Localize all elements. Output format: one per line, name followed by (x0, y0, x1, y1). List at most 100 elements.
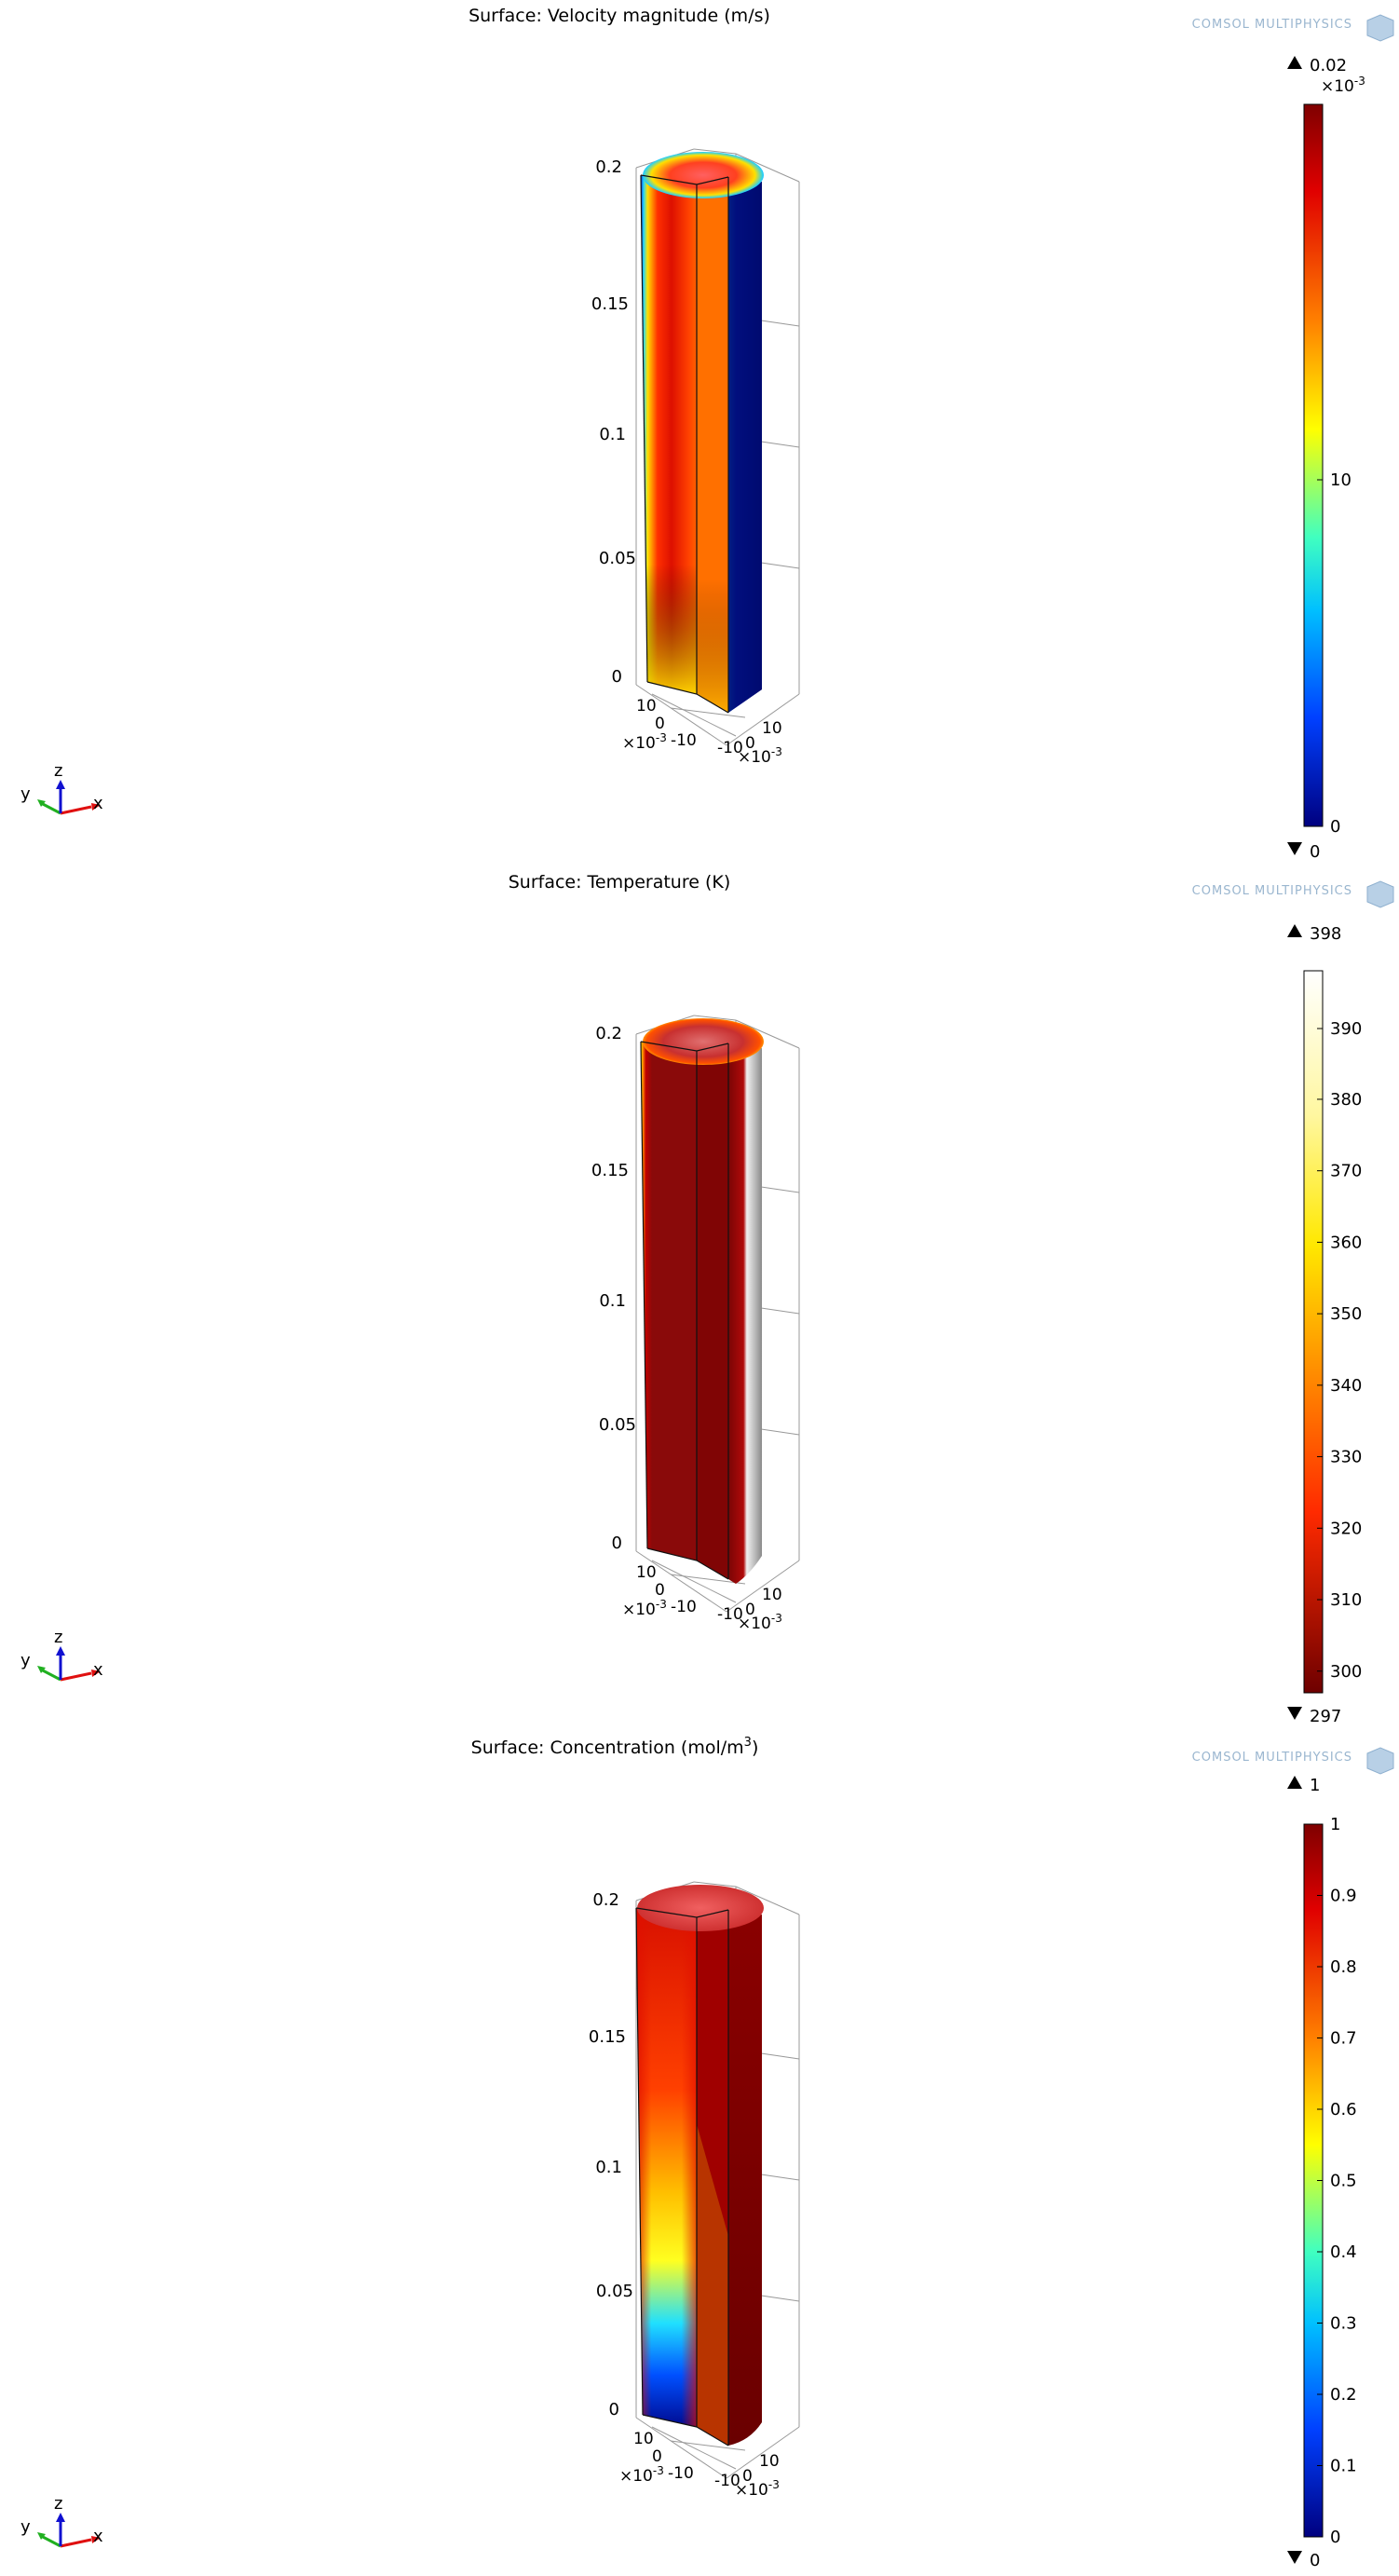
colorbar-multiplier: ×10-3 (1321, 75, 1365, 96)
axis-multiplier-right: ×10-3 (738, 745, 782, 767)
cube-icon (1366, 14, 1394, 42)
colorbar-tick-label: 0.5 (1330, 2172, 1357, 2191)
colorbar-min-label: 0 (1310, 842, 1320, 862)
z-tick-label: 0.15 (591, 1161, 629, 1180)
colorbar-ticks: 390 380 370 360 350 340 330 320 310 300 (1317, 1019, 1362, 1682)
z-tick-label: 0.2 (592, 1890, 619, 1910)
colorbar-tick-label: 0.4 (1330, 2242, 1357, 2262)
horizontal-axis-ticks: 10 0 -10 10 0 -10 ×10-3 ×10-3 (622, 1563, 782, 1633)
svg-text:COMSOL MULTIPHYSICS: COMSOL MULTIPHYSICS (1192, 1751, 1352, 1765)
cylinder-side-surface (728, 1043, 762, 1584)
axis-triad: z y x (20, 761, 103, 815)
temperature-panel: Surface: Temperature (K) (20, 872, 1394, 1726)
left-tick-label: 0 (655, 1581, 665, 1600)
right-tick-label: -10 (717, 739, 743, 757)
colorbar-tick-label: 0.8 (1330, 1957, 1357, 1977)
colorbar-tick-label: 390 (1330, 1019, 1362, 1039)
colorbar-min-marker (1287, 2551, 1302, 2564)
right-tick-label: 0 (742, 2467, 753, 2486)
z-axis-ticks: 0.2 0.15 0.1 0.05 0 (591, 157, 636, 687)
colorbar-min-marker (1287, 842, 1302, 855)
colorbar-min-marker (1287, 1707, 1302, 1720)
svg-text:COMSOL MULTIPHYSICS: COMSOL MULTIPHYSICS (1192, 884, 1352, 898)
colorbar-max-label: 0.02 (1310, 56, 1347, 75)
z-tick-label: 0.05 (596, 2282, 633, 2301)
colorbar-tick-label: 370 (1330, 1162, 1362, 1181)
colorbar-tick-label: 1 (1330, 1815, 1340, 1834)
colorbar-ticks: 1 0.9 0.8 0.7 0.6 0.5 0.4 0.3 0.2 0.1 0 (1317, 1815, 1357, 2547)
z-tick-label: 0.2 (595, 1024, 622, 1043)
colorbar-gradient (1303, 970, 1324, 1694)
triad-z-label: z (54, 1628, 62, 1647)
triad-y-label: y (20, 784, 31, 804)
concentration-panel: Surface: Concentration (mol/m3) (20, 1736, 1394, 2570)
axis-multiplier-left: ×10-3 (622, 731, 667, 753)
colorbar-tick-label: 0.1 (1330, 2457, 1357, 2476)
cylinder-side-surface (728, 1910, 762, 2446)
colorbar-max-label: 398 (1310, 924, 1341, 944)
panel-title: Surface: Temperature (K) (509, 872, 731, 893)
z-axis-ticks: 0.2 0.15 0.1 0.05 0 (591, 1024, 636, 1553)
triad-x-label: x (93, 2527, 103, 2546)
colorbar-tick-label: 310 (1330, 1590, 1362, 1610)
left-tick-label: 0 (655, 715, 665, 733)
left-tick-label: -10 (668, 2464, 694, 2483)
horizontal-axis-ticks: 10 0 -10 10 0 -10 ×10-3 ×10-3 (619, 2430, 780, 2500)
cylinder-top-surface (637, 1885, 764, 1931)
colorbar-tick-label: 0 (1330, 817, 1340, 837)
cube-icon (1366, 1747, 1394, 1775)
svg-text:COMSOL MULTIPHYSICS: COMSOL MULTIPHYSICS (1192, 18, 1352, 32)
colorbar-tick-label: 0.3 (1330, 2314, 1357, 2334)
right-tick-label: -10 (717, 1605, 743, 1624)
colorbar-tick-label: 0 (1330, 2528, 1340, 2547)
colorbar-tick-label: 300 (1330, 1662, 1362, 1682)
cylinder-top-surface (643, 1018, 764, 1065)
right-tick-label: 10 (759, 2452, 780, 2471)
panel-title: Surface: Concentration (mol/m3) (471, 1736, 759, 1758)
triad-z-label: z (54, 761, 62, 781)
left-tick-label: 10 (636, 1563, 657, 1582)
colorbar-tick-label: 350 (1330, 1304, 1362, 1324)
comsol-logo: COMSOL MULTIPHYSICS (1192, 1747, 1394, 1775)
cylinder-dark-side (728, 177, 762, 713)
colorbar-tick-label: 0.9 (1330, 1887, 1357, 1906)
right-tick-label: -10 (714, 2472, 740, 2490)
colorbar-tick-label: 340 (1330, 1376, 1362, 1396)
triad-x-label: x (93, 1660, 103, 1680)
left-tick-label: 10 (633, 2430, 654, 2448)
z-tick-label: 0.1 (599, 1291, 626, 1311)
colorbar-tick-label: 0.6 (1330, 2100, 1357, 2119)
colorbar-tick-label: 330 (1330, 1448, 1362, 1467)
colorbar-max-marker (1287, 56, 1302, 69)
right-tick-label: 10 (762, 719, 782, 738)
colorbar-tick-label: 0.7 (1330, 2029, 1357, 2049)
z-tick-label: 0 (609, 2400, 619, 2419)
triad-x-label: x (93, 794, 103, 813)
cut-face-front (641, 1042, 697, 1561)
left-tick-label: 0 (652, 2447, 662, 2466)
left-tick-label: 10 (636, 697, 657, 716)
right-tick-label: 10 (762, 1586, 782, 1604)
axis-multiplier-right: ×10-3 (735, 2478, 780, 2500)
z-tick-label: 0.05 (599, 1415, 636, 1435)
triad-y-label: y (20, 1651, 31, 1670)
comsol-logo: COMSOL MULTIPHYSICS (1192, 880, 1394, 908)
z-tick-label: 0 (612, 1533, 622, 1553)
colorbar-tick-label: 320 (1330, 1519, 1362, 1538)
axis-multiplier-left: ×10-3 (619, 2464, 664, 2486)
cut-face-front-bottom (641, 175, 697, 694)
cylinder-top-surface (643, 152, 764, 198)
colorbar-max-marker (1287, 924, 1302, 937)
colorbar: 0.02 ×10-3 10 0 0 (1287, 56, 1365, 862)
colorbar-max-marker (1287, 1776, 1302, 1789)
comsol-logo: COMSOL MULTIPHYSICS (1192, 14, 1394, 42)
triad-y-label: y (20, 2517, 31, 2537)
right-tick-label: 0 (745, 1601, 755, 1619)
colorbar-tick-label: 360 (1330, 1233, 1362, 1252)
colorbar-min-label: 0 (1310, 2551, 1320, 2570)
z-tick-label: 0.15 (589, 2027, 626, 2047)
axis-triad: z y x (20, 1628, 103, 1682)
colorbar-min-label: 297 (1310, 1707, 1341, 1726)
axis-triad: z y x (20, 2494, 103, 2548)
